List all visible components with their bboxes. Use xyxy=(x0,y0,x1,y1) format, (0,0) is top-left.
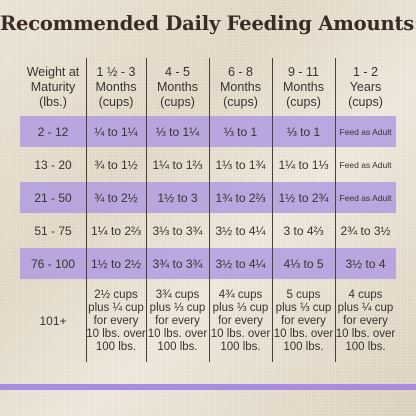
page-title: Recommended Daily Feeding Amounts: xyxy=(0,12,416,35)
row-band-21-50 xyxy=(20,182,396,213)
amount-cell: 1⅓ to 1¾ xyxy=(215,157,266,172)
amount-cell: 3¾ cups plus ⅓ cup for every 10 lbs. ove… xyxy=(147,289,208,353)
weight-cell: 51 - 75 xyxy=(34,223,72,238)
weight-cell: 2 - 12 xyxy=(37,124,69,139)
amount-cell: 1¾ to 2⅔ xyxy=(215,190,266,205)
accent-bar xyxy=(0,384,416,390)
column-divider xyxy=(335,58,336,362)
amount-cell: 1½ to 3 xyxy=(157,190,198,205)
amount-cell: ⅓ to 1¼ xyxy=(155,124,200,139)
amount-cell: 1¼ to 2⅔ xyxy=(90,223,142,238)
row-band-76-100 xyxy=(20,248,396,279)
amount-cell: 1½ to 2½ xyxy=(90,256,142,271)
amount-cell: 3¾ to 3¾ xyxy=(152,256,203,271)
column-divider xyxy=(272,58,273,362)
amount-cell: 2¾ to 3½ xyxy=(340,223,391,238)
amount-cell: Feed as Adult xyxy=(339,126,392,137)
amount-cell: ¾ to 1½ xyxy=(94,157,138,172)
amount-cell: 1¼ to 1⅔ xyxy=(152,157,203,172)
column-header: 1 ½ - 3 Months (cups) xyxy=(95,64,137,109)
amount-cell: 2½ cups plus ¼ cup for every 10 lbs. ove… xyxy=(86,289,146,353)
column-header: Weight at Maturity (lbs.) xyxy=(26,64,80,109)
amount-cell: 3½ to 4 xyxy=(345,256,386,271)
amount-cell: 4¾ cups plus ⅓ cup for every 10 lbs. ove… xyxy=(210,289,271,353)
amount-cell: 1½ to 2¾ xyxy=(278,190,329,205)
amount-cell: 1¼ to 1⅓ xyxy=(278,157,329,172)
weight-cell: 101+ xyxy=(39,313,67,328)
feeding-table: Weight at Maturity (lbs.) 1 ½ - 3 Months … xyxy=(20,58,396,362)
amount-cell: Feed as Adult xyxy=(339,192,392,203)
amount-cell: 4⅓ to 5 xyxy=(283,256,324,271)
row-band-2-12 xyxy=(20,116,396,147)
amount-cell: 3 to 4⅔ xyxy=(283,223,324,238)
column-divider xyxy=(86,58,87,362)
amount-cell: ⅓ to 1 xyxy=(223,124,258,139)
weight-cell: 76 - 100 xyxy=(30,256,76,271)
amount-cell: 3⅓ to 3¾ xyxy=(152,223,203,238)
column-header: 1 - 2 Years (cups) xyxy=(348,64,383,109)
weight-cell: 21 - 50 xyxy=(34,190,72,205)
amount-cell: ⅓ to 1 xyxy=(286,124,321,139)
column-header: 6 - 8 Months (cups) xyxy=(220,64,261,109)
column-header: 9 - 11 Months (cups) xyxy=(283,64,324,109)
amount-cell: ¼ to 1¼ xyxy=(94,124,138,139)
amount-cell: 3½ to 4¼ xyxy=(215,256,266,271)
column-divider xyxy=(146,58,147,362)
amount-cell: 3½ to 4¼ xyxy=(215,223,266,238)
amount-cell: Feed as Adult xyxy=(339,159,392,170)
amount-cell: 5 cups plus ⅓ cup for every 10 lbs. over… xyxy=(273,289,334,353)
amount-cell: ¾ to 2½ xyxy=(94,190,138,205)
column-header: 4 - 5 Months (cups) xyxy=(157,64,198,109)
amount-cell: 4 cups plus ¼ cup for every 10 lbs. over… xyxy=(335,289,396,353)
column-divider xyxy=(209,58,210,362)
weight-cell: 13 - 20 xyxy=(34,157,72,172)
